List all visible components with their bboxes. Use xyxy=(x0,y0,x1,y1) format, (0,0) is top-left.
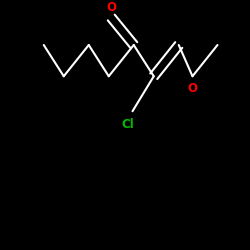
Text: Cl: Cl xyxy=(122,118,134,130)
Text: O: O xyxy=(187,82,197,95)
Text: O: O xyxy=(106,1,116,14)
